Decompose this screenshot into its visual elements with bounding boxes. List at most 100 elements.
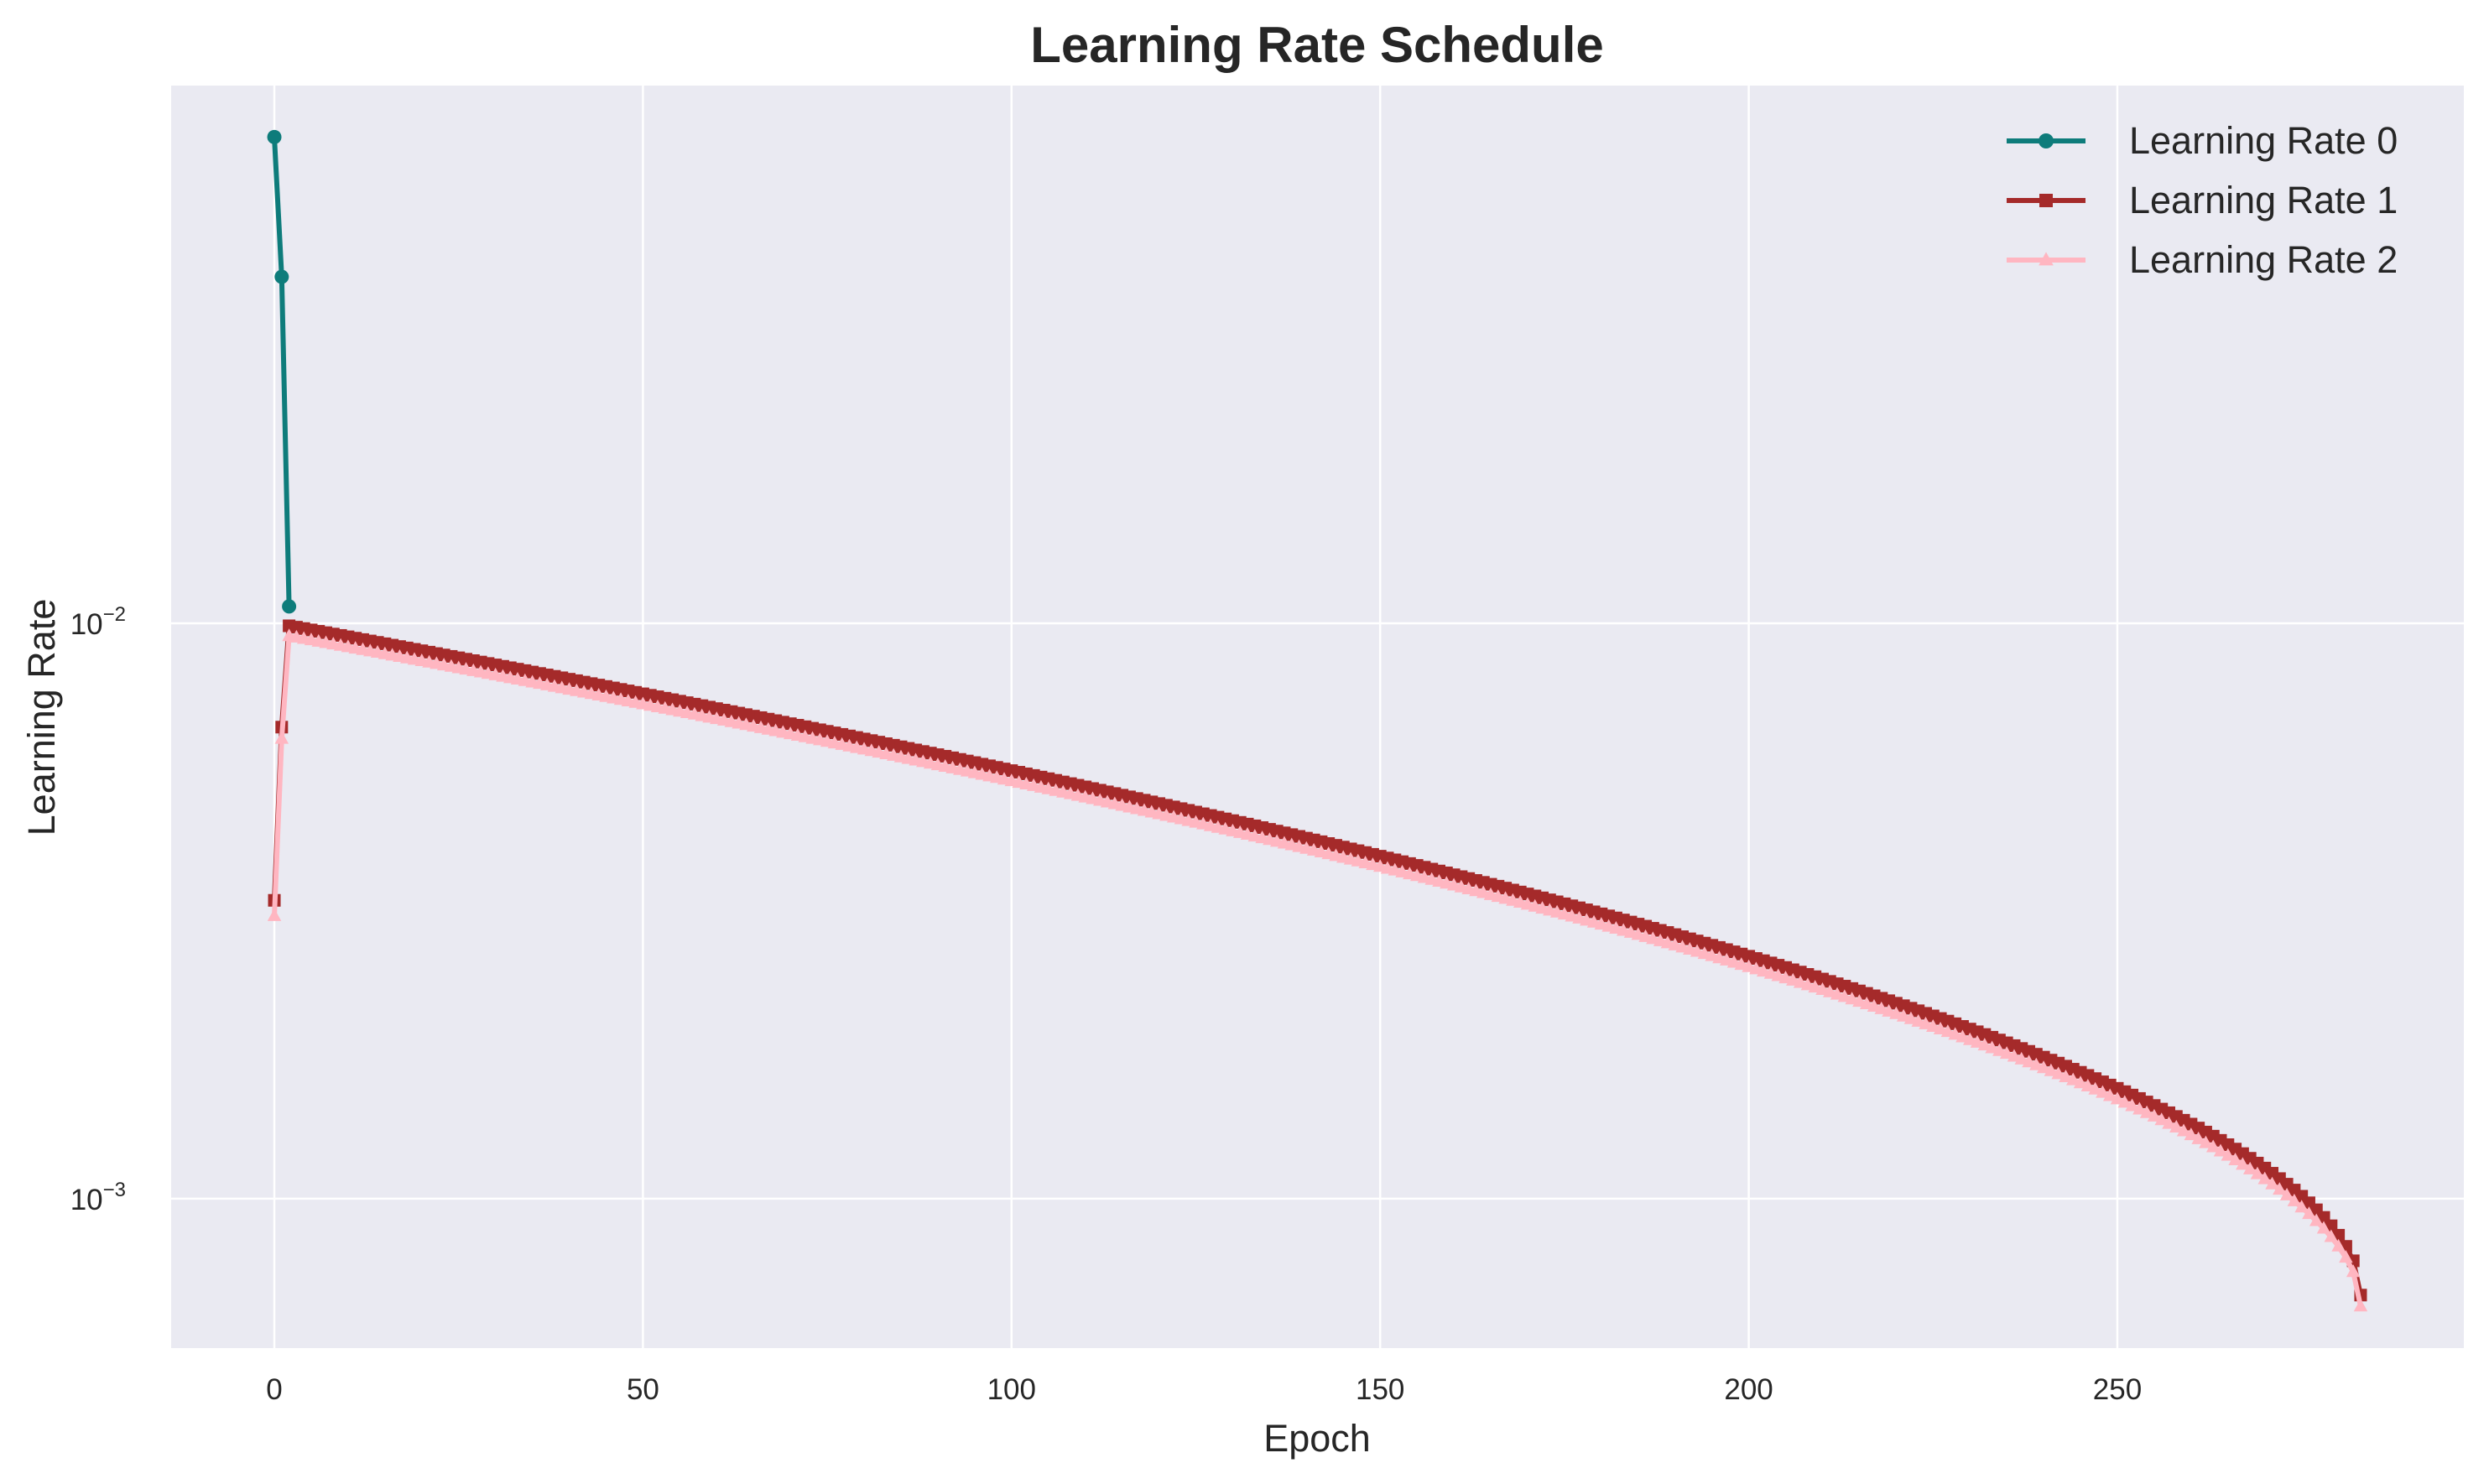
y-tick-base: 10: [70, 608, 103, 641]
point-marker: [2242, 1161, 2257, 1174]
point-marker: [2147, 1108, 2162, 1122]
point-marker: [2331, 1238, 2346, 1252]
x-axis-label: Epoch: [1263, 1417, 1371, 1460]
point-marker: [2154, 1112, 2169, 1126]
point-marker: [2073, 1075, 2088, 1089]
point-marker: [2014, 1051, 2028, 1065]
point-marker: [1992, 1043, 2007, 1056]
point-marker: [2117, 1095, 2132, 1108]
y-tick-exponent: −3: [103, 1179, 126, 1201]
point-marker: [1955, 1029, 1970, 1043]
point-marker: [1933, 1022, 1948, 1035]
point-marker: [1948, 1027, 1962, 1040]
point-marker: [2059, 1069, 2073, 1082]
series-2: [267, 628, 2368, 1312]
point-marker: [1882, 1003, 1896, 1017]
y-tick-label: 10−3: [70, 1179, 126, 1216]
point-marker: [1940, 1024, 1955, 1038]
point-marker: [2096, 1085, 2110, 1098]
y-tick-label: 10−2: [70, 603, 126, 641]
point-marker: [1845, 992, 1859, 1005]
x-tick-label: 250: [2093, 1373, 2142, 1406]
point-marker: [2273, 1182, 2287, 1195]
point-marker: [1859, 997, 1874, 1010]
legend-label: Learning Rate 0: [2129, 119, 2398, 162]
point-marker: [2132, 1101, 2147, 1115]
point-marker: [2044, 1063, 2059, 1076]
chart-title: Learning Rate Schedule: [1030, 17, 1604, 73]
point-marker: [1911, 1013, 1925, 1027]
point-marker: [2102, 1088, 2117, 1101]
point-marker: [2139, 1105, 2154, 1118]
x-tick-label: 200: [1724, 1373, 1773, 1406]
point-marker: [1962, 1032, 1977, 1045]
point-marker: [1889, 1006, 1903, 1019]
point-marker: [1874, 1001, 1889, 1014]
point-marker: [2080, 1079, 2096, 1092]
x-tick-label: 100: [987, 1373, 1036, 1406]
point-marker: [2199, 1135, 2213, 1148]
point-marker: [282, 599, 297, 614]
y-axis-label: Learning Rate: [20, 599, 63, 836]
point-marker: [2279, 1187, 2294, 1200]
point-marker: [267, 129, 282, 144]
point-marker: [2302, 1206, 2316, 1220]
series-0: [267, 129, 297, 614]
y-axis-ticks: 10−310−2: [70, 603, 126, 1216]
point-marker: [1999, 1046, 2014, 1060]
point-marker: [2162, 1116, 2176, 1129]
point-marker: [2287, 1193, 2302, 1206]
point-marker: [1800, 977, 1815, 991]
point-marker: [2184, 1127, 2199, 1141]
point-marker: [1852, 994, 1867, 1008]
point-marker: [2257, 1171, 2272, 1185]
point-marker: [2039, 252, 2054, 266]
point-marker: [2265, 1176, 2279, 1190]
point-marker: [1970, 1034, 1985, 1048]
point-marker: [2353, 1299, 2368, 1312]
point-marker: [2007, 1049, 2022, 1062]
point-marker: [1808, 980, 1822, 993]
x-tick-label: 150: [1356, 1373, 1404, 1406]
point-marker: [267, 908, 282, 921]
point-marker: [2250, 1166, 2265, 1179]
point-marker: [2294, 1200, 2309, 1213]
point-marker: [1919, 1016, 1933, 1029]
point-marker: [1903, 1011, 1919, 1024]
point-marker: [2309, 1213, 2324, 1226]
point-marker: [2169, 1120, 2184, 1133]
point-marker: [1823, 984, 1837, 997]
legend-label: Learning Rate 1: [2129, 179, 2398, 221]
y-tick-exponent: −2: [103, 603, 126, 626]
point-marker: [2346, 1264, 2361, 1278]
x-tick-label: 0: [266, 1373, 282, 1406]
point-marker: [2022, 1054, 2036, 1068]
point-marker: [2088, 1081, 2102, 1095]
point-marker: [2051, 1066, 2065, 1080]
point-marker: [2065, 1072, 2080, 1086]
point-marker: [1837, 989, 1852, 1002]
x-tick-label: 50: [627, 1373, 659, 1406]
point-marker: [1926, 1018, 1940, 1032]
point-marker: [2316, 1221, 2331, 1234]
plot-area: [171, 86, 2464, 1348]
point-marker: [2110, 1091, 2125, 1105]
point-marker: [2213, 1143, 2228, 1157]
series-layer: [267, 129, 2368, 1312]
x-axis-ticks: 0 50 100 150 200 250: [266, 1373, 2142, 1406]
point-marker: [2205, 1139, 2221, 1153]
point-marker: [2221, 1148, 2236, 1161]
point-marker: [2339, 1250, 2353, 1263]
point-marker: [274, 269, 289, 284]
y-tick-base: 10: [70, 1184, 103, 1216]
grid-lines: [171, 86, 2464, 1348]
point-marker: [2039, 194, 2053, 207]
legend-label: Learning Rate 2: [2129, 238, 2398, 281]
point-marker: [2228, 1152, 2242, 1165]
point-marker: [2176, 1123, 2191, 1137]
point-marker: [2125, 1098, 2139, 1112]
series-1: [268, 619, 2367, 1302]
point-marker: [1830, 987, 1845, 1000]
